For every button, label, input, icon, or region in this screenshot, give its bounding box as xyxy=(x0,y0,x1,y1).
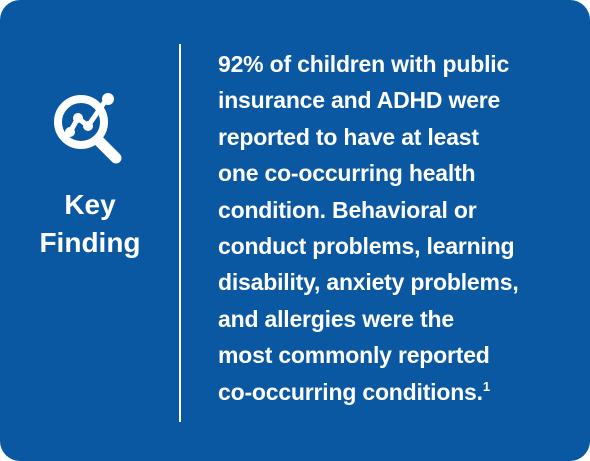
text-line-content: and allergies were the xyxy=(218,305,454,332)
search-chart-icon xyxy=(54,93,122,164)
text-line: disability, anxiety problems, xyxy=(218,264,519,300)
text-line: 92% of children with public xyxy=(218,46,519,82)
text-line: one co-occurring health xyxy=(218,155,519,191)
text-line-content: conduct problems, learning xyxy=(218,232,515,259)
finding-text: 92% of children with public insurance and… xyxy=(218,46,519,410)
text-line-content: insurance and ADHD were xyxy=(218,87,501,114)
text-line: co-occurring conditions.1 xyxy=(218,374,519,410)
label-line: Finding xyxy=(39,227,141,258)
text-line: insurance and ADHD were xyxy=(218,82,519,118)
divider xyxy=(179,44,181,422)
text-line: reported to have at least xyxy=(218,119,519,155)
label: Key Finding xyxy=(20,186,160,262)
text-line-content: 92% of children with public xyxy=(218,51,510,77)
text-line-content: most commonly reported xyxy=(218,342,490,369)
text-line-content: reported to have at least xyxy=(218,123,479,150)
text-line: conduct problems, learning xyxy=(218,228,519,264)
text-line: most commonly reported xyxy=(218,337,519,373)
text-line: condition. Behavioral or xyxy=(218,192,519,228)
label-line: Key xyxy=(64,189,116,220)
footnote-marker: 1 xyxy=(482,378,490,394)
text-line: and allergies were the xyxy=(218,301,519,337)
text-line-content: one co-occurring health xyxy=(218,160,476,187)
text-line-content: disability, anxiety problems, xyxy=(218,269,519,296)
text-line-content: condition. Behavioral or xyxy=(218,196,477,223)
text-line-content: co-occurring conditions. xyxy=(218,378,483,405)
